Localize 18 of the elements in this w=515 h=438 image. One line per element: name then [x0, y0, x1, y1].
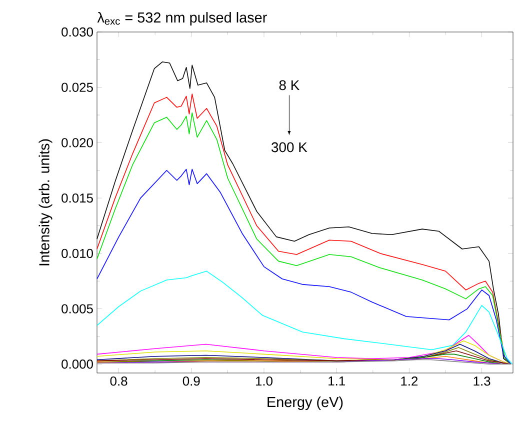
x-tick-label: 0.8 [110, 376, 128, 386]
y-tick-label: 0.025 [62, 82, 93, 92]
y-tick-label: 0.010 [62, 248, 93, 258]
x-tick-label: 0.9 [182, 376, 200, 386]
x-tick-label: 1.3 [474, 376, 490, 386]
y-tick-label: 0.000 [62, 360, 93, 369]
x-axis-title: Energy (eV) [268, 396, 343, 410]
annotation: 300 K [272, 142, 308, 152]
x-tick-label: 1.0 [256, 376, 272, 386]
y-tick-label: 0.030 [62, 27, 93, 37]
y-tick-label: 0.005 [62, 304, 93, 314]
x-tick-label: 1.2 [401, 376, 418, 386]
y-axis-title: Intensity (arb. units) [38, 139, 52, 266]
annotation: 8 K [279, 80, 300, 90]
y-tick-label: 0.020 [62, 138, 93, 148]
chart-title: λ$_{exc}$ = 532 nm pulsed laser [97, 12, 267, 26]
x-tick-label: 1.1 [328, 376, 345, 386]
y-tick-label: 0.015 [62, 193, 93, 203]
